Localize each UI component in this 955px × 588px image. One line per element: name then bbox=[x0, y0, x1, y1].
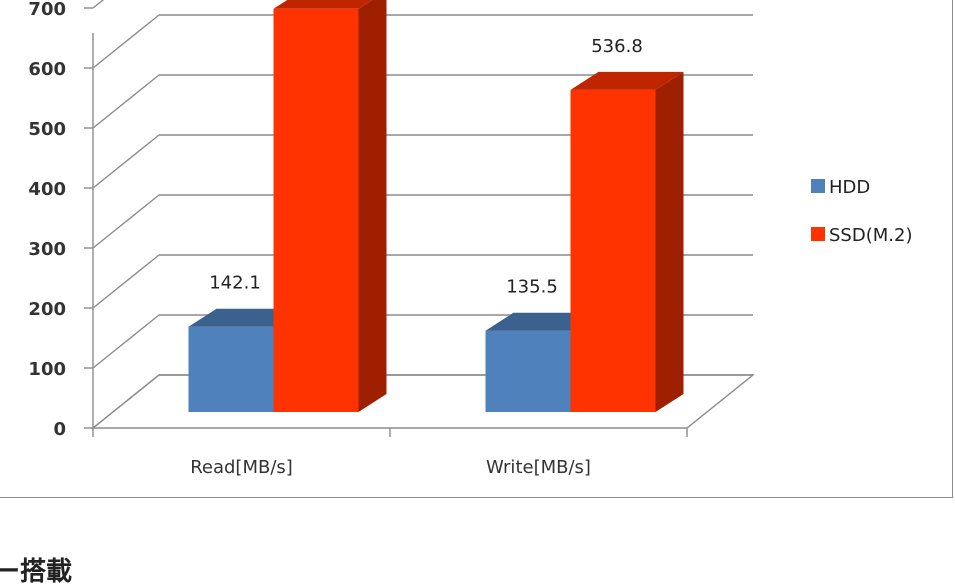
data-labels: 142.1 135.5 536.8 bbox=[209, 36, 643, 298]
side-wall-gridline bbox=[92, 194, 160, 249]
bars bbox=[188, 0, 684, 413]
floor-outline bbox=[91, 374, 755, 429]
data-label: 135.5 bbox=[506, 277, 558, 298]
bar-top bbox=[570, 71, 684, 90]
side-wall-gridline bbox=[92, 14, 160, 69]
bar-side bbox=[358, 0, 387, 412]
side-wall-gridline bbox=[92, 134, 160, 189]
side-wall-gridline bbox=[92, 74, 160, 129]
x-axis: Read[MB/s] Write[MB/s] bbox=[92, 428, 688, 478]
section-heading: ー搭載 bbox=[0, 557, 73, 587]
bar-front bbox=[188, 326, 274, 412]
y-tick-label: 0 bbox=[53, 419, 66, 440]
data-label: 142.1 bbox=[209, 273, 261, 294]
chart-floor bbox=[91, 374, 755, 429]
x-tick-label: Read[MB/s] bbox=[190, 457, 293, 478]
bar-ssd-m-2- bbox=[570, 71, 684, 413]
bar-front bbox=[570, 89, 656, 413]
legend-swatch bbox=[811, 179, 825, 193]
bar-side bbox=[655, 71, 684, 413]
bar-top bbox=[273, 0, 373, 9]
legend-label: HDD bbox=[829, 177, 870, 198]
y-tick-label: 400 bbox=[28, 179, 66, 200]
bar-front bbox=[485, 330, 571, 412]
y-tick-label: 300 bbox=[28, 239, 66, 260]
legend-swatch bbox=[811, 227, 825, 241]
legend: HDD SSD(M.2) bbox=[811, 177, 912, 246]
y-tick-label: 100 bbox=[28, 359, 66, 380]
side-wall-gridline bbox=[92, 314, 160, 369]
data-label: 536.8 bbox=[591, 36, 643, 57]
side-wall-gridline bbox=[92, 254, 160, 309]
legend-label: SSD(M.2) bbox=[829, 225, 912, 246]
x-tick-label: Write[MB/s] bbox=[486, 457, 591, 478]
chart: 0 100 200 300 400 500 600 700 Read[MB/s] Write[M… bbox=[28, 0, 912, 478]
y-axis: 0 100 200 300 400 500 600 700 bbox=[28, 0, 94, 440]
y-tick-label: 200 bbox=[28, 299, 66, 320]
bar-front bbox=[273, 8, 359, 413]
bar-top bbox=[485, 312, 599, 331]
bar-ssd-m-2- bbox=[273, 0, 387, 413]
bar-top bbox=[188, 308, 302, 327]
y-tick-label: 600 bbox=[28, 59, 66, 80]
y-tick-label: 500 bbox=[28, 119, 66, 140]
y-tick-label: 700 bbox=[28, 0, 66, 20]
side-wall-gridline bbox=[92, 0, 105, 9]
chart-frame bbox=[0, 0, 953, 498]
